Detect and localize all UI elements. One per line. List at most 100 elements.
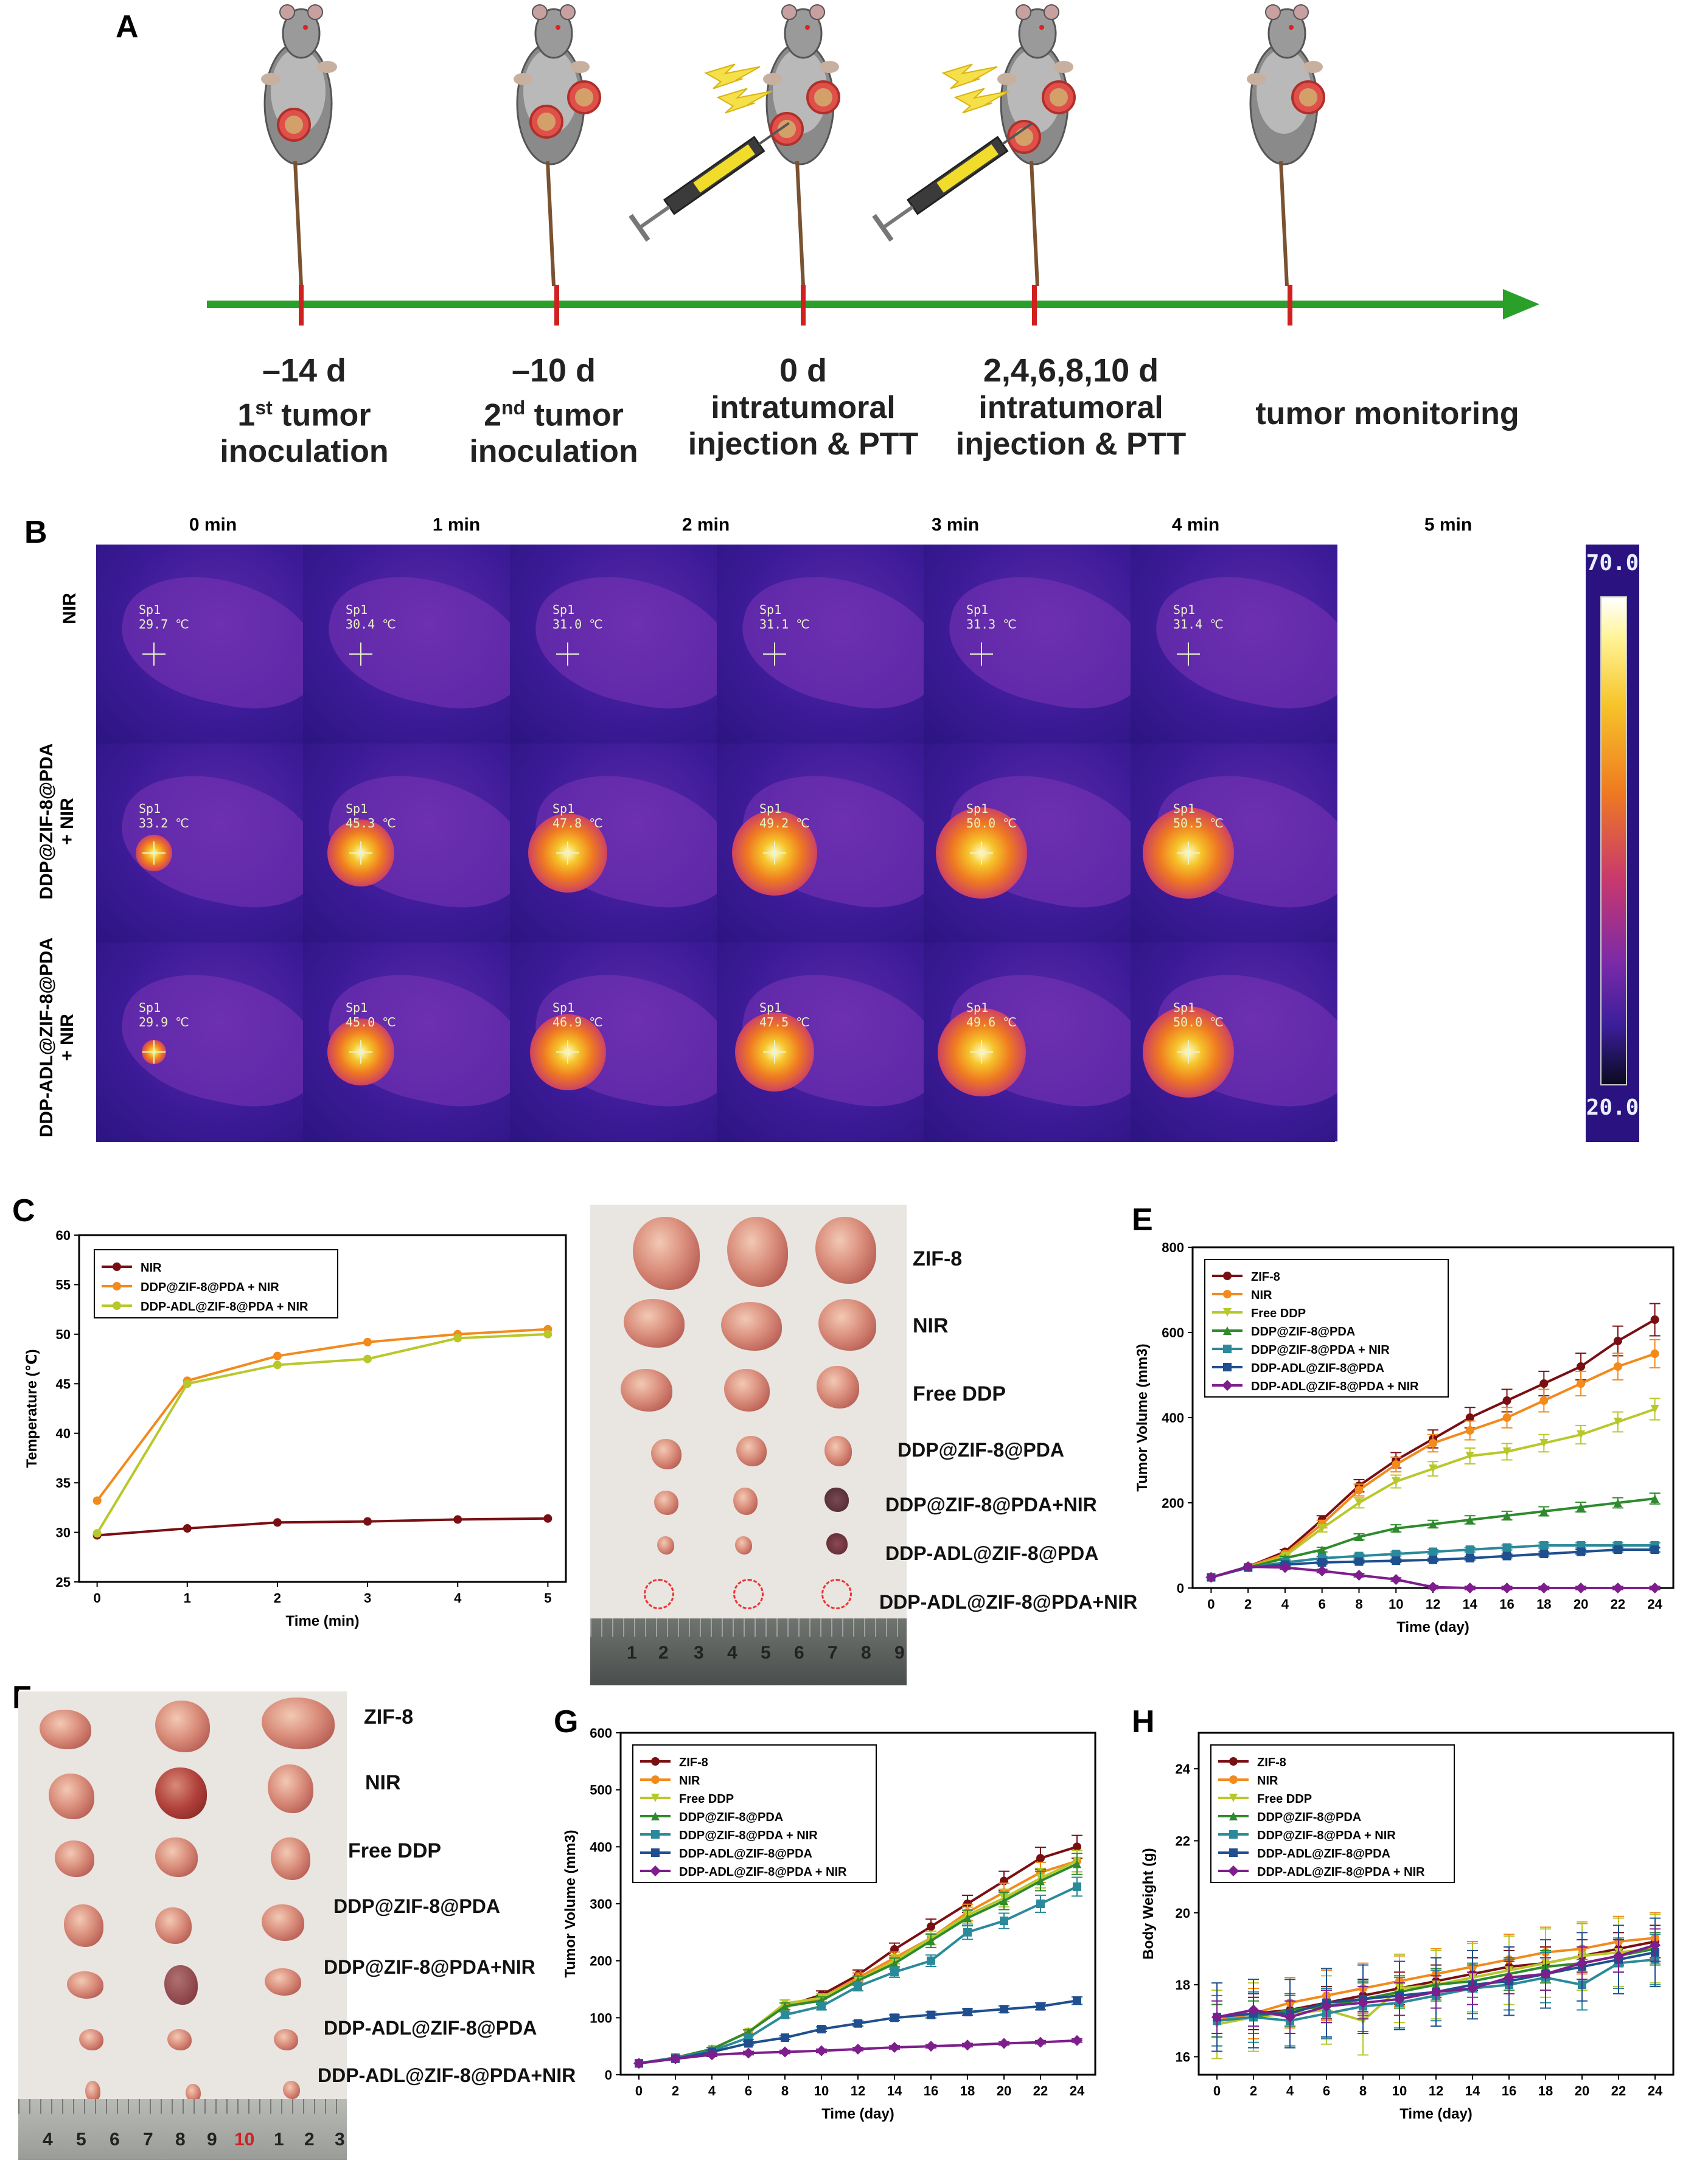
y-tick-label: 16 (1176, 2049, 1190, 2064)
spot-readout: Sp1 49.2 ℃ (759, 801, 810, 831)
spot-readout: Sp1 30.4 ℃ (346, 602, 396, 632)
data-point (1317, 1545, 1326, 1554)
spot-readout: Sp1 31.4 ℃ (1173, 602, 1224, 632)
data-point (1502, 1413, 1511, 1422)
tumor-image (651, 1439, 681, 1469)
ruler-number: 9 (894, 1643, 905, 1663)
data-point (1650, 1494, 1659, 1503)
y-tick-label: 40 (56, 1426, 71, 1441)
data-point (1392, 1550, 1401, 1558)
data-point (113, 1282, 121, 1290)
x-tick-label: 12 (851, 2083, 865, 2098)
thermal-image: Sp1 49.2 ℃ (717, 743, 924, 942)
timeline-step-3: 0 d intratumoral injection & PTT (669, 352, 937, 462)
tumor-image (49, 1774, 94, 1819)
ruler-number: 8 (175, 2129, 186, 2150)
x-tick-label: 10 (1392, 2083, 1407, 2098)
timeline-day: –10 d (511, 352, 596, 389)
ruler-number: 2 (658, 1643, 669, 1663)
data-point (1229, 1830, 1238, 1839)
mouse-silhouette (523, 561, 717, 723)
data-point (651, 1757, 660, 1766)
crosshair-icon (970, 642, 993, 666)
mouse-illustration-4 (874, 5, 1076, 286)
timeline-desc-line1: intratumoral (711, 390, 896, 425)
data-point (363, 1354, 372, 1363)
data-point (1429, 1555, 1437, 1564)
x-tick-label: 2 (274, 1590, 281, 1606)
tumor-image (67, 1971, 103, 1999)
y-tick-label: 50 (56, 1327, 71, 1342)
timeline-desc-line2: injection & PTT (955, 427, 1187, 462)
mouse-illustration-1 (261, 5, 337, 286)
tumor-image (64, 1904, 103, 1947)
timeline-schematic (207, 0, 1539, 326)
plot-frame (78, 1234, 567, 1583)
y-tick-label: 25 (56, 1575, 71, 1590)
timeline-day: 0 d (779, 352, 828, 389)
data-point (1229, 1757, 1238, 1766)
timeline-desc-line1: intratumoral (978, 390, 1163, 425)
thermal-image: Sp1 47.5 ℃ (717, 942, 924, 1141)
spot-readout: Sp1 47.5 ℃ (759, 1000, 810, 1029)
data-point (1431, 1986, 1441, 1997)
data-point (1223, 1272, 1232, 1280)
data-point (1577, 1957, 1588, 1969)
y-axis-label: Body Weight (g) (1140, 1848, 1157, 1960)
crosshair-icon (1177, 642, 1200, 666)
x-tick-label: 18 (1538, 2083, 1553, 2098)
colorbar-min: 20.0 (1586, 1095, 1639, 1120)
data-point (1613, 1545, 1622, 1554)
timeline-step-5: tumor monitoring (1217, 395, 1558, 432)
ruler-number: 9 (207, 2129, 217, 2150)
tumor-image (85, 2081, 100, 2102)
mouse-silhouette (316, 561, 510, 723)
tumor-label-d: DDP-ADL@ZIF-8@PDA+NIR (879, 1591, 1138, 1613)
data-point (890, 1968, 899, 1977)
data-point (1284, 2011, 1295, 2023)
data-point (1465, 1413, 1474, 1422)
series-line (638, 1859, 1078, 2065)
mouse-illustration-3 (631, 5, 839, 286)
y-tick-label: 20 (1176, 1906, 1190, 1921)
data-point (1613, 1499, 1622, 1507)
data-point (113, 1262, 121, 1271)
legend-label: DDP@ZIF-8@PDA + NIR (679, 1829, 818, 1842)
thermal-col-4: 4 min (1171, 515, 1220, 535)
tumor-image (727, 1217, 788, 1287)
x-tick-label: 6 (745, 2083, 752, 2098)
series-6 (1211, 1928, 1661, 2034)
data-point (1650, 1315, 1659, 1324)
mouse-silhouette (730, 561, 924, 723)
legend-label: DDP-ADL@ZIF-8@PDA + NIR (1251, 1380, 1419, 1393)
ruler-number: 10 (234, 2129, 255, 2150)
data-point (1394, 1993, 1405, 2005)
data-point (1073, 1996, 1081, 2005)
x-tick-label: 8 (781, 2083, 789, 2098)
data-point (453, 1515, 462, 1524)
x-tick-label: 14 (1463, 1597, 1478, 1612)
crosshair-icon (763, 841, 786, 865)
data-point (1429, 1547, 1437, 1556)
data-point (1502, 1511, 1511, 1520)
data-point (1577, 1379, 1586, 1388)
data-point (1035, 2036, 1046, 2048)
data-point (927, 1936, 935, 1945)
data-point (1465, 1426, 1474, 1435)
x-tick-label: 24 (1647, 1597, 1662, 1612)
tumor-image (274, 2029, 298, 2050)
crosshair-icon (970, 1040, 993, 1064)
x-tick-label: 0 (635, 2083, 643, 2098)
tumor-photo-f: 4 5 6 7 8 9 10 1 2 3 (18, 1691, 347, 2160)
data-point (781, 2010, 789, 2019)
data-point (1205, 1572, 1217, 1583)
ruler-number: 4 (43, 2129, 53, 2150)
x-tick-label: 6 (1319, 1597, 1326, 1612)
x-tick-label: 4 (1281, 1597, 1289, 1612)
x-tick-label: 2 (1250, 2083, 1257, 2098)
data-point (453, 1334, 462, 1343)
data-point (927, 1922, 935, 1931)
data-point (1613, 1950, 1624, 1962)
